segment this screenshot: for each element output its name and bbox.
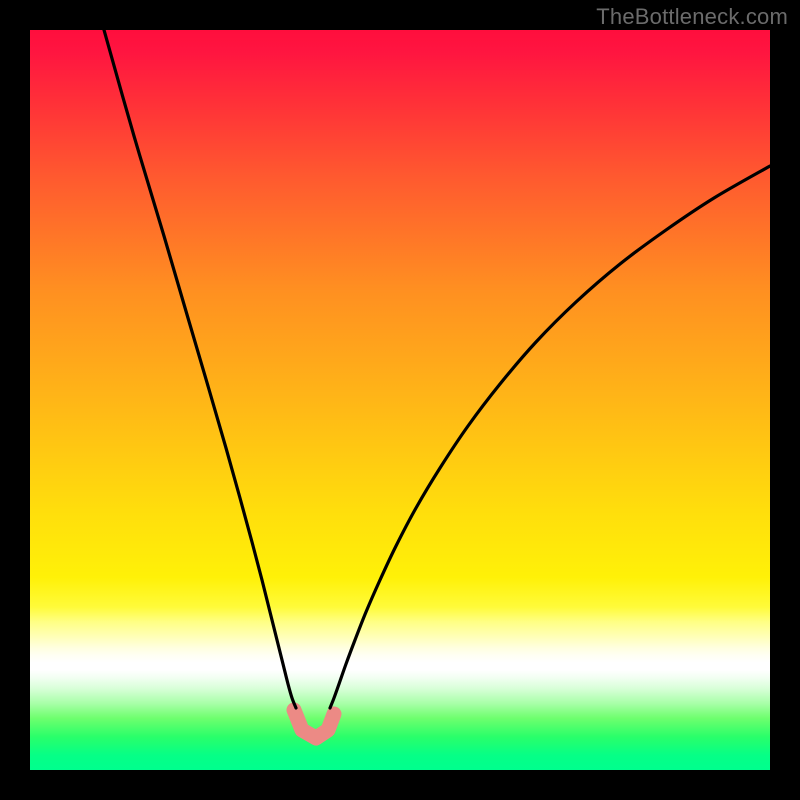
plot-area: [30, 30, 770, 770]
bottleneck-chart: [0, 0, 800, 800]
chart-container: TheBottleneck.com: [0, 0, 800, 800]
watermark-text: TheBottleneck.com: [596, 4, 788, 30]
